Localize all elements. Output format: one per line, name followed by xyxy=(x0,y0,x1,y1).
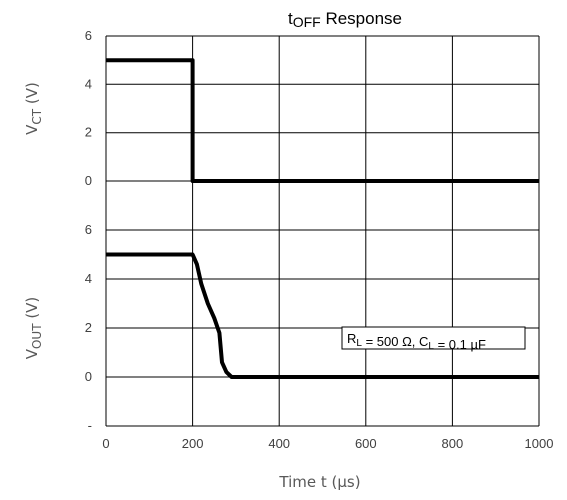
y-tick-label: 6 xyxy=(85,28,92,43)
x-tick-label: 600 xyxy=(355,436,377,451)
y-tick-label: 2 xyxy=(85,125,92,140)
series-line xyxy=(106,252,539,379)
y-tick-label: 0 xyxy=(85,173,92,188)
y-tick-label: - xyxy=(88,418,92,433)
y-axis-label: VCT (V) xyxy=(23,82,44,135)
chart-title: tOFF Response xyxy=(288,9,402,30)
y-tick-label: 4 xyxy=(85,76,92,91)
x-tick-label: 200 xyxy=(182,436,204,451)
y-tick-label: 2 xyxy=(85,320,92,335)
panel-2: - 0 2 4 6 VOUT (V) RL = 500 Ω, CL = 0.1 µF xyxy=(23,222,539,433)
x-tick-label: 0 xyxy=(102,436,109,451)
annotation-text: RL = 500 Ω, CL = 0.1 µF xyxy=(347,331,486,352)
x-tick-label: 400 xyxy=(268,436,290,451)
x-tick-label: 1000 xyxy=(525,436,554,451)
series-line xyxy=(106,58,539,183)
y-tick-label: 0 xyxy=(85,369,92,384)
y-axis-label: VOUT (V) xyxy=(23,297,44,360)
x-tick-label: 800 xyxy=(442,436,464,451)
panel-1: 0 2 4 6 VCT (V) xyxy=(23,28,539,188)
y-tick-label: 4 xyxy=(85,271,92,286)
annotation-box xyxy=(341,326,526,350)
x-axis-label: Time t (µs) xyxy=(278,473,360,491)
y-tick-label: 6 xyxy=(85,222,92,237)
